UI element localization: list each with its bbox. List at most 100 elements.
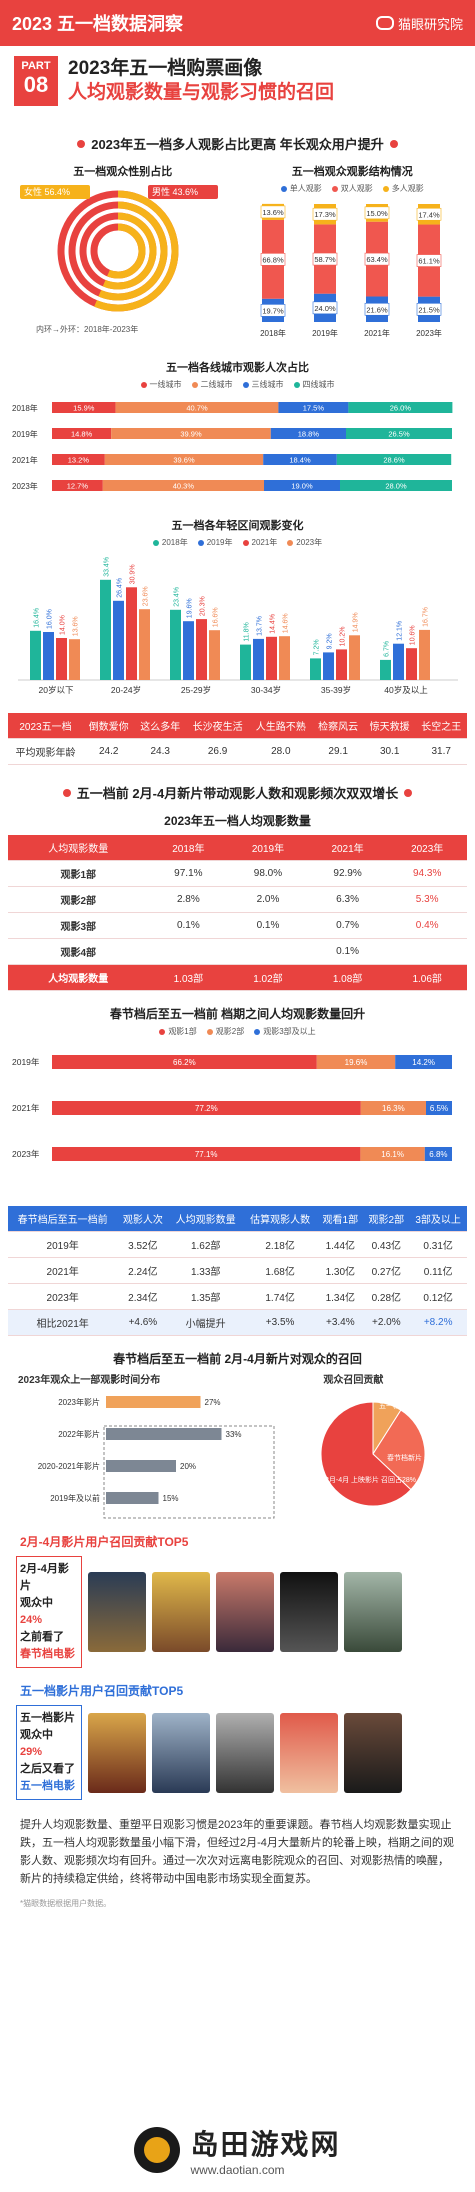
city-tick-label: 2021年 xyxy=(12,455,38,465)
table-cell: +3.5% xyxy=(242,1309,318,1336)
recall-bar xyxy=(106,1492,159,1504)
table-cell: 0.1% xyxy=(228,912,308,939)
age-data-label: 14.9% xyxy=(353,612,360,632)
legend-item: 2018年 xyxy=(152,537,188,548)
age-data-label: 14.4% xyxy=(270,614,277,634)
table-header-cell: 3部及以上 xyxy=(409,1206,467,1232)
table-row: 观影2部 2.8% 2.0% 6.3% 5.3% xyxy=(8,886,467,913)
table-header-cell: 倒数爱你 xyxy=(82,713,135,739)
age-data-label: 16.6% xyxy=(213,607,220,627)
recall-data-label: 27% xyxy=(205,1398,221,1407)
table-header-cell: 估算观影人数 xyxy=(242,1206,318,1232)
movie-poster[interactable] xyxy=(88,1712,146,1793)
movie-poster[interactable] xyxy=(344,1572,402,1652)
movie-poster[interactable] xyxy=(152,1572,210,1652)
legend-label: 2019年 xyxy=(206,538,233,547)
city-data-label: 18.4% xyxy=(289,456,311,465)
movie-poster[interactable] xyxy=(152,1712,210,1793)
legend-label: 观影3部及以上 xyxy=(263,1027,316,1036)
age-data-label: 16.7% xyxy=(423,607,430,627)
spring-data-label: 19.6% xyxy=(345,1058,368,1067)
movie-poster[interactable] xyxy=(280,1572,338,1652)
table-cell: 2023年 xyxy=(8,1283,118,1310)
recall-dashed-box xyxy=(103,1425,275,1519)
table-row: 观影3部 0.1% 0.1% 0.7% 0.4% xyxy=(8,912,467,939)
structure-data-label: 17.4% xyxy=(418,210,440,219)
section-1-title-text: 2023年五一档多人观影占比更高 年长观众用户提升 xyxy=(91,137,384,152)
part-title-1: 2023年五一档购票画像 xyxy=(68,58,263,79)
structure-data-label: 63.4% xyxy=(366,255,388,264)
pie-slice xyxy=(372,1409,426,1491)
age-film-table: 2023五一档 倒数爱你 这么多年 长沙夜生活 人生路不熟 检察风云 惊天救援 长空之王 平均… xyxy=(8,713,467,765)
table-cell: 2.24亿 xyxy=(117,1257,169,1284)
age-bar xyxy=(253,638,264,680)
structure-data-label: 17.3% xyxy=(314,210,336,219)
movie-poster[interactable] xyxy=(216,1712,274,1793)
age-tick-label: 20岁以下 xyxy=(39,685,74,695)
spring-tick-label: 2021年 xyxy=(12,1103,40,1113)
structure-tick-label: 2018年 xyxy=(260,328,286,338)
structure-tick-label: 2021年 xyxy=(364,328,390,338)
table-header-cell: 人均观影数量 xyxy=(8,835,149,861)
per-capita-header-row: 人均观影数量 2018年 2019年 2021年 2023年 xyxy=(8,835,467,861)
table-cell: 0.12亿 xyxy=(409,1283,467,1310)
footer-note: *猫眼数据根据用户数据。 xyxy=(20,1899,112,1908)
spring-bar-segment xyxy=(52,1055,317,1069)
callout-line: 之后又看了 xyxy=(20,1763,75,1775)
table-cell: 3.52亿 xyxy=(117,1231,169,1258)
movie-poster[interactable] xyxy=(344,1712,402,1793)
age-bar xyxy=(209,630,220,680)
table-cell: 观影4部 xyxy=(8,938,149,965)
structure-data-label: 19.7% xyxy=(262,306,284,315)
pie-label: 春节档新片 召回占63% xyxy=(387,1453,459,1462)
city-data-label: 12.7% xyxy=(67,482,89,491)
male-label: 男性 43.6% xyxy=(152,186,198,197)
age-bar xyxy=(183,621,194,680)
movie-poster[interactable] xyxy=(216,1572,274,1652)
blue-table: 春节档后至五一档前 观影人次 人均观影数量 估算观影人数 观看1部 观影2部 3部及以上 2… xyxy=(8,1206,467,1336)
movie-poster[interactable] xyxy=(88,1572,146,1652)
section-1-title: 2023年五一档多人观影占比更高 年长观众用户提升 xyxy=(8,124,467,163)
movie-poster[interactable] xyxy=(280,1712,338,1793)
table-header-cell: 长沙夜生活 xyxy=(185,713,250,739)
table-cell: 1.44亿 xyxy=(317,1231,364,1258)
bullet-icon xyxy=(389,139,398,148)
table-header-cell: 观影人次 xyxy=(117,1206,169,1232)
spring-bar-segment xyxy=(395,1055,452,1069)
data-label-bg xyxy=(364,252,389,266)
pie-label: 五一档新片 召回占9% xyxy=(379,1401,447,1410)
table-row: 2021年 2.24亿 1.33部 1.68亿 1.30亿 0.27亿 0.11亿 xyxy=(8,1257,467,1284)
city-tick-label: 2023年 xyxy=(12,481,38,491)
legend-dot-icon xyxy=(280,185,287,192)
city-stacked-bars: 2018年 15.9% 40.7% 17.5% 26.0% 2019年 14.8% 39.9%… xyxy=(12,402,453,491)
city-data-label: 39.6% xyxy=(173,456,195,465)
age-bar xyxy=(56,638,67,680)
age-data-label: 13.6% xyxy=(73,616,80,636)
structure-chart: 五一档观众观影结构情况 单人观影 双人观影 多人观影 19.7% 66.8% 13.… xyxy=(238,163,468,353)
table-cell: 1.06部 xyxy=(387,964,467,991)
table-row: 2019年 3.52亿 1.62部 2.18亿 1.44亿 0.43亿 0.31亿 xyxy=(8,1231,467,1258)
structure-data-label: 13.6% xyxy=(262,208,284,217)
recall-subtitle: 2023年观众上一部观影时间分布 xyxy=(18,1375,161,1386)
legend-item: 观影2部 xyxy=(206,1026,244,1037)
city-data-label: 40.7% xyxy=(186,404,208,413)
city-data-label: 28.0% xyxy=(385,482,407,491)
data-label-bg xyxy=(260,304,285,317)
table-row: 观影4部 0.1% xyxy=(8,938,467,965)
legend-item: 观影3部及以上 xyxy=(254,1026,316,1037)
age-data-label: 10.2% xyxy=(340,627,347,647)
table-header-cell: 惊天救援 xyxy=(363,713,416,739)
table-cell: 0.27亿 xyxy=(363,1257,410,1284)
table-cell: 5.3% xyxy=(387,886,467,913)
city-data-label: 14.8% xyxy=(71,430,93,439)
legend-dot-icon xyxy=(331,185,338,192)
recall-bars: 2023年影片 27% 2022年影片 33% 2020-2021年影片 20% 2019年… xyxy=(38,1396,275,1519)
city-tick-label: 2019年 xyxy=(12,429,38,439)
callout-line: 五一档电影 xyxy=(20,1780,75,1792)
age-legend: 2018年 2019年 2021年 2023年 xyxy=(8,537,467,548)
spring-stacked-bars: 2019年 66.2% 19.6% 14.2% 2021年 77.2% 16.3% 6.5% 2… xyxy=(12,1055,452,1161)
section-2-title-text: 五一档前 2月-4月新片带动观影人数和观影频次双双增长 xyxy=(76,786,399,801)
top5a-row: 2月-4月影片 观众中 24% 之前看了 春节档电影 xyxy=(8,1550,467,1674)
recall-bar xyxy=(106,1460,176,1472)
city-tick-label: 2018年 xyxy=(12,403,38,413)
